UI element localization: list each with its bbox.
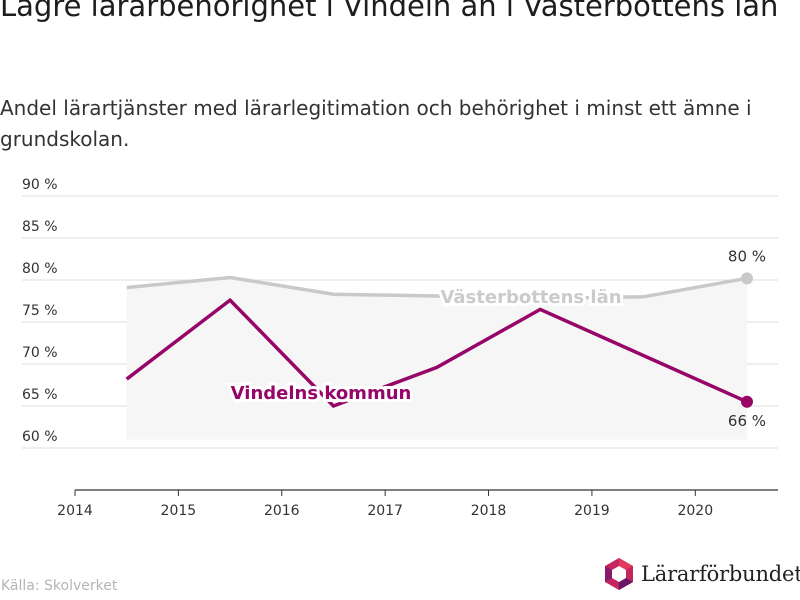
series-labels: 80 % 66 % Västerbottens län Vindelns kommun xyxy=(228,247,766,430)
y-tick-label: 70 % xyxy=(22,345,58,361)
chart-title: Lägre lärarbehörighet i Vindeln än i Väs… xyxy=(0,0,779,23)
county-area xyxy=(126,277,747,440)
x-tick-label: 2017 xyxy=(367,503,403,519)
source-note: Källa: Skolverket xyxy=(1,578,118,594)
x-tick-label: 2015 xyxy=(161,503,197,519)
endpoint-vasterbotten xyxy=(740,272,753,285)
y-tick-label: 80 % xyxy=(22,261,58,277)
x-tick-label: 2018 xyxy=(471,503,507,519)
y-tick-label: 85 % xyxy=(22,219,58,235)
series-label-vindeln: Vindelns kommun xyxy=(231,383,412,404)
x-axis: 2014 2015 2016 2017 2018 2019 2020 xyxy=(57,489,778,519)
x-tick-label: 2019 xyxy=(574,503,610,519)
range-area xyxy=(126,277,747,440)
hexagon-logo-icon xyxy=(605,558,633,590)
series-label-vasterbotten: Västerbottens län xyxy=(440,287,621,308)
end-value-label: 66 % xyxy=(728,412,766,430)
end-value-label: 80 % xyxy=(728,247,766,265)
series-line-vasterbotten xyxy=(126,275,748,301)
y-tick-label: 90 % xyxy=(22,177,58,193)
brand-name: Lärarförbundet xyxy=(641,562,800,586)
brand-logo: Lärarförbundet xyxy=(603,556,800,592)
series-line-vindeln xyxy=(125,297,748,409)
x-tick-label: 2014 xyxy=(57,503,93,519)
x-tick-label: 2016 xyxy=(264,503,300,519)
y-tick-label: 75 % xyxy=(22,303,58,319)
y-tick-label: 60 % xyxy=(22,429,58,445)
y-axis: 60 % 65 % 70 % 75 % 80 % 85 % 90 % xyxy=(22,177,58,445)
x-tick-label: 2020 xyxy=(677,503,713,519)
y-tick-label: 65 % xyxy=(22,387,58,403)
chart-subtitle: Andel lärartjänster med lärarlegitimatio… xyxy=(0,96,752,151)
endpoint-vindeln xyxy=(740,395,753,408)
series-lines xyxy=(125,272,753,409)
